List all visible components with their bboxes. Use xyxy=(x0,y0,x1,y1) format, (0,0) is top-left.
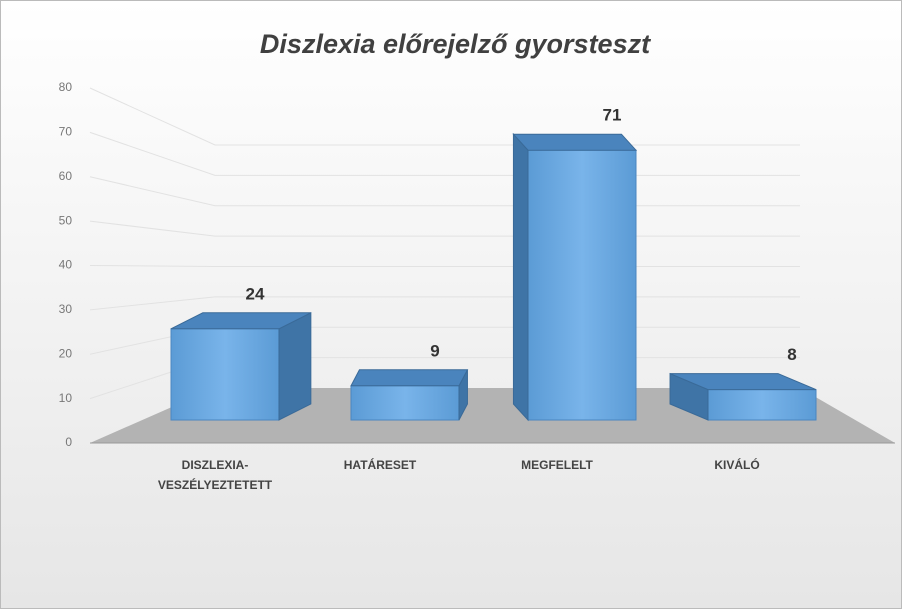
bar xyxy=(669,372,817,421)
y-tick-label: 60 xyxy=(59,169,73,183)
value-label: 24 xyxy=(246,284,265,303)
bar-side xyxy=(512,132,529,422)
y-tick-label: 50 xyxy=(59,213,73,227)
bar-front xyxy=(350,385,460,421)
chart-title: Diszlexia előrejelző gyorsteszt xyxy=(260,29,651,59)
bar-front xyxy=(527,149,637,421)
y-tick-label: 20 xyxy=(59,346,73,360)
y-tick-label: 30 xyxy=(59,302,73,316)
y-tick-label: 40 xyxy=(59,258,73,272)
x-tick-label: HATÁRESET xyxy=(344,457,417,472)
bar-side xyxy=(278,311,312,421)
bar-top xyxy=(669,373,817,391)
value-label: 9 xyxy=(430,341,439,360)
bar-front xyxy=(707,389,817,421)
bar-top xyxy=(512,133,638,151)
y-tick-label: 0 xyxy=(65,435,72,449)
x-tick-label: DISZLEXIA-VESZÉLYEZTETETT xyxy=(158,458,273,492)
y-tick-label: 70 xyxy=(59,125,73,139)
bar xyxy=(512,132,638,422)
bar xyxy=(170,311,312,421)
bar-top xyxy=(350,369,469,387)
y-tick-label: 80 xyxy=(59,80,73,94)
y-tick-label: 10 xyxy=(59,391,73,405)
bar-top xyxy=(170,312,312,330)
bar xyxy=(350,369,469,421)
plot: 0 10 20 30 40 50 60 70 80 DISZLEXIA-VESZÉLYEZTETE… xyxy=(59,80,817,492)
x-tick-label: KIVÁLÓ xyxy=(714,457,759,472)
bar-front xyxy=(170,328,280,421)
value-label: 8 xyxy=(787,345,796,364)
x-tick-label: MEGFELELT xyxy=(521,458,593,472)
value-label: 71 xyxy=(603,106,622,125)
